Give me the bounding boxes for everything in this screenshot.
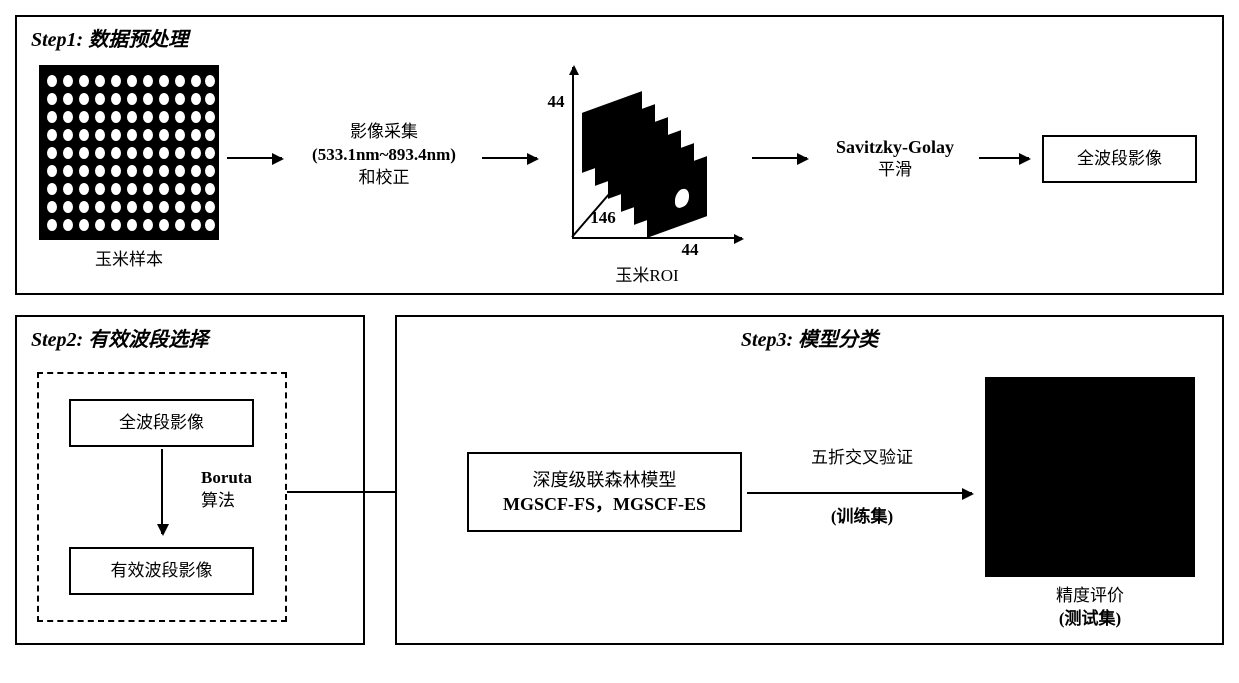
flowchart-root: Step1: 数据预处理 /* kernels drawn below via … bbox=[15, 15, 1224, 668]
eval-caption: 精度评价 (测试集) bbox=[985, 585, 1195, 631]
cv-line2: (训练集) bbox=[787, 506, 937, 529]
step2-box1: 全波段影像 bbox=[69, 399, 254, 447]
acq-line3: 和校正 bbox=[289, 167, 479, 190]
acquisition-label: 影像采集 (533.1nm~893.4nm) 和校正 bbox=[289, 121, 479, 190]
acq-line2: (533.1nm~893.4nm) bbox=[289, 144, 479, 167]
sg-line2: 平滑 bbox=[815, 159, 975, 182]
boruta-line2: 算法 bbox=[201, 490, 281, 513]
boruta-label: Boruta 算法 bbox=[201, 467, 281, 513]
step3-prefix: Step3: bbox=[741, 329, 793, 351]
full-band-image-box: 全波段影像 bbox=[1042, 135, 1197, 183]
model-line1: 深度级联森林模型 bbox=[503, 468, 706, 492]
acq-line1: 影像采集 bbox=[289, 121, 479, 144]
panel-step1: Step1: 数据预处理 /* kernels drawn below via … bbox=[15, 15, 1224, 295]
sg-label: Savitzky-Golay 平滑 bbox=[815, 135, 975, 182]
cv-label: 五折交叉验证 (训练集) bbox=[787, 447, 937, 529]
roi-caption-text: 玉米ROI bbox=[615, 266, 678, 285]
cv-line1: 五折交叉验证 bbox=[787, 447, 937, 470]
arrow-step2-down bbox=[161, 449, 163, 534]
arrow-1 bbox=[227, 157, 282, 159]
step3-title-text: 模型分类 bbox=[798, 329, 878, 351]
panel-step2-title: Step2: 有效波段选择 bbox=[31, 323, 208, 352]
sg-line1: Savitzky-Golay bbox=[815, 135, 975, 159]
eval-line2: (测试集) bbox=[985, 608, 1195, 631]
roi-dim-44b: 44 bbox=[675, 239, 705, 262]
panel-step2: Step2: 有效波段选择 全波段影像 Boruta 算法 有效波段影像 bbox=[15, 315, 365, 645]
step2-box2-text: 有效波段影像 bbox=[111, 560, 213, 583]
step2-box2: 有效波段影像 bbox=[69, 547, 254, 595]
panel-step3: Step3: 模型分类 深度级联森林模型 MGSCF-FS，MGSCF-ES 五… bbox=[395, 315, 1224, 645]
panel-step3-title: Step3: 模型分类 bbox=[397, 323, 1222, 352]
model-line2: MGSCF-FS，MGSCF-ES bbox=[503, 492, 706, 516]
panel-step1-title: Step1: 数据预处理 bbox=[31, 23, 188, 52]
arrow-4 bbox=[979, 157, 1029, 159]
arrow-2 bbox=[482, 157, 537, 159]
corn-sample-caption: 玉米样本 bbox=[39, 249, 219, 272]
arrow-3 bbox=[752, 157, 807, 159]
roi-dim-146: 146 bbox=[583, 207, 623, 230]
corn-kernels bbox=[39, 65, 219, 240]
eval-image bbox=[985, 377, 1195, 577]
step2-prefix: Step2: bbox=[31, 329, 83, 351]
step1-prefix: Step1: bbox=[31, 29, 83, 51]
boruta-line1: Boruta bbox=[201, 467, 281, 490]
roi-cube: 44 146 44 bbox=[547, 67, 747, 262]
eval-line1: 精度评价 bbox=[985, 585, 1195, 608]
step2-box1-text: 全波段影像 bbox=[119, 412, 204, 435]
step2-title-text: 有效波段选择 bbox=[88, 329, 208, 351]
model-box: 深度级联森林模型 MGSCF-FS，MGSCF-ES bbox=[467, 452, 742, 532]
roi-dim-44a: 44 bbox=[541, 91, 571, 114]
full-band-text: 全波段影像 bbox=[1077, 148, 1162, 171]
roi-caption: 玉米ROI bbox=[577, 265, 717, 288]
step1-title-text: 数据预处理 bbox=[88, 29, 188, 51]
